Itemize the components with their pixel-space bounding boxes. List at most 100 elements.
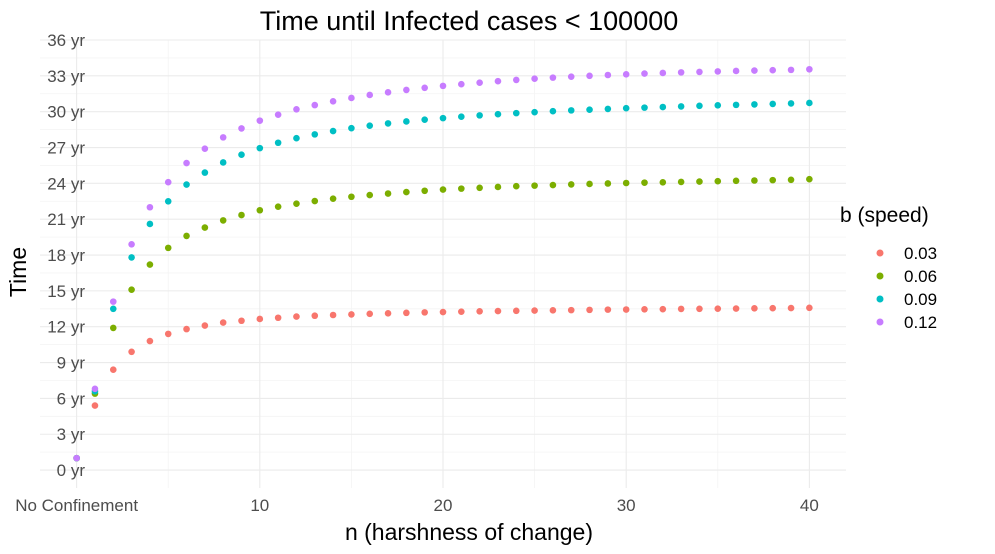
y-tick-label: 6 yr bbox=[57, 389, 86, 408]
data-point bbox=[586, 72, 593, 80]
data-point bbox=[439, 114, 447, 122]
data-point bbox=[622, 306, 630, 313]
data-point bbox=[91, 402, 99, 409]
data-point bbox=[366, 191, 374, 199]
chart-title: Time until Infected cases < 100000 bbox=[260, 6, 679, 36]
x-tick-label: 40 bbox=[800, 496, 819, 515]
data-point bbox=[403, 86, 410, 94]
data-point bbox=[183, 325, 190, 333]
data-point bbox=[274, 314, 282, 322]
data-point bbox=[732, 305, 740, 312]
data-point bbox=[751, 67, 758, 74]
data-point bbox=[732, 67, 740, 75]
data-point bbox=[458, 185, 465, 192]
data-point bbox=[659, 103, 667, 111]
legend-key bbox=[876, 318, 884, 326]
data-point bbox=[549, 74, 557, 81]
data-point bbox=[714, 305, 722, 312]
data-point bbox=[476, 184, 483, 192]
y-tick-label: 27 yr bbox=[47, 139, 85, 158]
data-point bbox=[806, 65, 813, 73]
data-point bbox=[91, 385, 99, 393]
data-point bbox=[293, 134, 300, 142]
data-point bbox=[274, 139, 282, 147]
data-point bbox=[732, 177, 740, 185]
data-point bbox=[348, 311, 355, 318]
data-point bbox=[677, 103, 685, 110]
data-point bbox=[256, 315, 264, 323]
data-point bbox=[201, 145, 209, 153]
legend-label: 0.09 bbox=[904, 290, 937, 309]
data-point bbox=[714, 68, 722, 75]
y-tick-label: 9 yr bbox=[57, 354, 86, 373]
data-point bbox=[146, 220, 154, 228]
data-point bbox=[366, 310, 374, 318]
data-point bbox=[366, 91, 374, 99]
data-point bbox=[458, 308, 465, 315]
data-point bbox=[403, 188, 410, 196]
data-point bbox=[677, 305, 685, 313]
y-tick-label: 36 yr bbox=[47, 31, 85, 50]
data-point bbox=[549, 181, 557, 189]
data-point bbox=[494, 77, 502, 85]
data-point bbox=[293, 200, 300, 207]
data-point bbox=[751, 101, 758, 108]
data-point bbox=[421, 187, 428, 195]
data-point bbox=[146, 261, 154, 268]
data-point bbox=[512, 307, 520, 315]
data-point bbox=[439, 308, 447, 316]
data-point bbox=[806, 175, 813, 183]
legend-key bbox=[876, 249, 884, 257]
data-point bbox=[586, 106, 593, 113]
data-point bbox=[751, 305, 758, 312]
data-point bbox=[164, 197, 172, 205]
data-point bbox=[494, 110, 502, 118]
data-point bbox=[641, 305, 648, 313]
y-tick-label: 0 yr bbox=[57, 461, 86, 480]
data-point bbox=[439, 82, 447, 90]
data-point bbox=[311, 197, 319, 205]
data-point bbox=[641, 179, 648, 186]
data-point bbox=[403, 309, 410, 317]
data-point bbox=[677, 178, 685, 186]
data-point bbox=[128, 286, 135, 293]
data-point bbox=[696, 305, 703, 313]
y-axis-ticks: 0 yr 3 yr 6 yr 9 yr 12 yr 15 yr 18 yr 21 yr 24 y… bbox=[47, 31, 85, 480]
data-point bbox=[366, 122, 374, 129]
data-point bbox=[201, 322, 209, 329]
data-point bbox=[256, 144, 264, 152]
data-point bbox=[494, 183, 502, 191]
data-point bbox=[787, 100, 795, 107]
data-point bbox=[183, 232, 190, 240]
data-point bbox=[586, 180, 593, 188]
data-point bbox=[512, 76, 520, 84]
data-point bbox=[384, 89, 392, 96]
data-point bbox=[567, 181, 575, 188]
data-point bbox=[109, 366, 117, 374]
data-point bbox=[348, 94, 355, 102]
data-point bbox=[806, 304, 813, 312]
data-point bbox=[549, 307, 557, 314]
data-point bbox=[622, 70, 630, 78]
data-point bbox=[714, 177, 722, 185]
data-point bbox=[641, 70, 648, 77]
data-point bbox=[659, 305, 667, 313]
data-point bbox=[622, 179, 630, 187]
data-point bbox=[604, 105, 612, 113]
data-point bbox=[458, 113, 465, 120]
data-point bbox=[439, 186, 447, 193]
data-point bbox=[164, 244, 172, 252]
data-point bbox=[567, 73, 575, 80]
series-0.06 bbox=[73, 175, 813, 462]
data-point bbox=[696, 178, 703, 185]
data-point bbox=[787, 176, 795, 184]
data-point bbox=[751, 177, 758, 184]
data-point bbox=[787, 304, 795, 312]
data-point bbox=[531, 108, 538, 116]
data-point bbox=[512, 109, 520, 117]
data-points bbox=[73, 65, 813, 462]
y-tick-label: 30 yr bbox=[47, 103, 85, 122]
data-point bbox=[238, 211, 245, 219]
x-tick-label: 20 bbox=[434, 496, 453, 515]
